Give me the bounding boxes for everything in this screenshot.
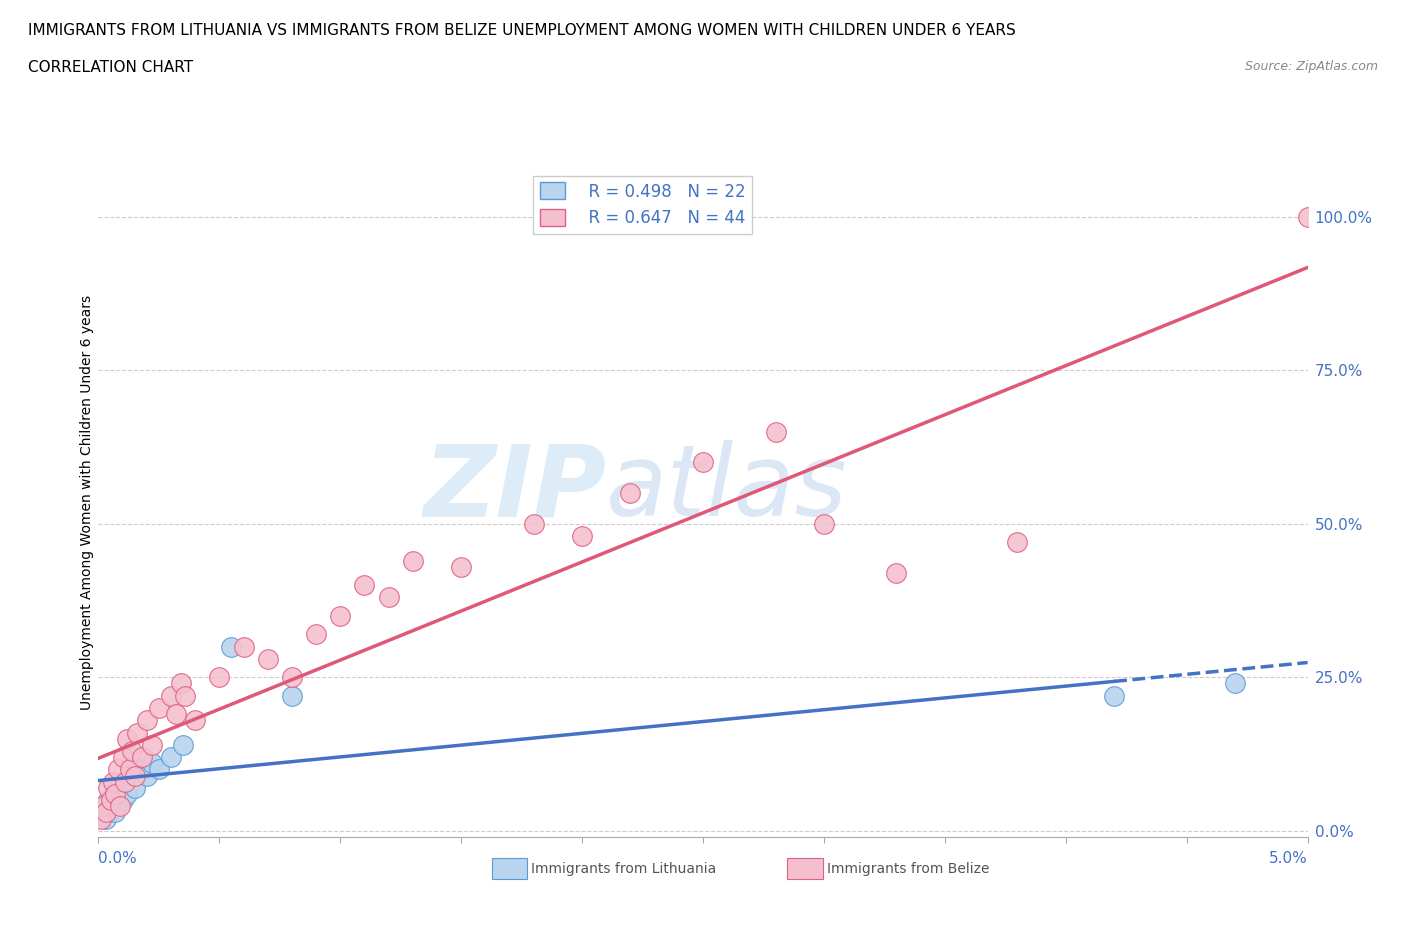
Point [111, 792, 134, 807]
Point [221, 639, 243, 654]
Point [135, 768, 157, 783]
Point [281, 670, 304, 684]
Point [128, 762, 150, 777]
Text: IMMIGRANTS FROM LITHUANIA VS IMMIGRANTS FROM BELIZE UNEMPLOYMENT AMONG WOMEN WIT: IMMIGRANTS FROM LITHUANIA VS IMMIGRANTS … [28, 23, 1017, 38]
Point [117, 787, 139, 802]
Point [94, 811, 117, 826]
Point [94, 805, 117, 820]
Point [353, 578, 375, 592]
Point [402, 553, 425, 568]
Point [571, 528, 593, 543]
Legend:   R = 0.498   N = 22,   R = 0.647   N = 44: R = 0.498 N = 22, R = 0.647 N = 44 [533, 176, 752, 233]
Point [256, 651, 278, 666]
Point [692, 455, 714, 470]
Point [97, 792, 120, 807]
Point [160, 750, 183, 764]
Point [141, 737, 163, 752]
Point [101, 787, 124, 802]
Point [127, 725, 149, 740]
Point [100, 799, 122, 814]
Y-axis label: Unemployment Among Women with Children Under 6 years: Unemployment Among Women with Children U… [80, 295, 94, 710]
Point [90, 811, 112, 826]
Point [107, 762, 129, 777]
Text: 5.0%: 5.0% [1268, 851, 1308, 866]
Text: atlas: atlas [606, 440, 848, 538]
Point [135, 712, 157, 727]
Point [281, 688, 304, 703]
Point [174, 688, 197, 703]
Point [1296, 209, 1319, 224]
Text: Immigrants from Lithuania: Immigrants from Lithuania [531, 861, 717, 876]
Point [114, 775, 136, 790]
Point [107, 780, 129, 795]
Point [114, 775, 136, 790]
Point [124, 768, 146, 783]
Point [329, 608, 352, 623]
Point [111, 750, 134, 764]
Point [148, 700, 170, 715]
Point [108, 799, 131, 814]
Point [148, 762, 170, 777]
Point [118, 762, 141, 777]
Point [1102, 688, 1125, 703]
Point [91, 799, 114, 814]
Point [97, 780, 120, 795]
Text: CORRELATION CHART: CORRELATION CHART [28, 60, 193, 75]
Point [91, 805, 114, 820]
Text: Immigrants from Belize: Immigrants from Belize [827, 861, 990, 876]
Point [131, 750, 153, 764]
Point [813, 516, 835, 531]
Point [184, 712, 207, 727]
Point [100, 792, 122, 807]
Point [117, 731, 139, 746]
Point [1223, 676, 1246, 691]
Text: 0.0%: 0.0% [98, 851, 138, 866]
Point [165, 707, 187, 722]
Point [450, 559, 472, 574]
Point [104, 787, 127, 802]
Point [1007, 535, 1029, 550]
Point [232, 639, 254, 654]
Point [886, 565, 908, 580]
Point [208, 670, 231, 684]
Point [523, 516, 546, 531]
Point [141, 756, 163, 771]
Point [305, 627, 328, 642]
Point [172, 737, 194, 752]
Point [619, 485, 641, 500]
Point [124, 780, 146, 795]
Point [169, 676, 191, 691]
Point [121, 744, 143, 759]
Point [160, 688, 183, 703]
Point [765, 424, 787, 439]
Point [118, 768, 141, 783]
Text: Source: ZipAtlas.com: Source: ZipAtlas.com [1244, 60, 1378, 73]
Point [377, 590, 399, 604]
Point [104, 805, 127, 820]
Text: ZIP: ZIP [423, 440, 606, 538]
Point [101, 775, 124, 790]
